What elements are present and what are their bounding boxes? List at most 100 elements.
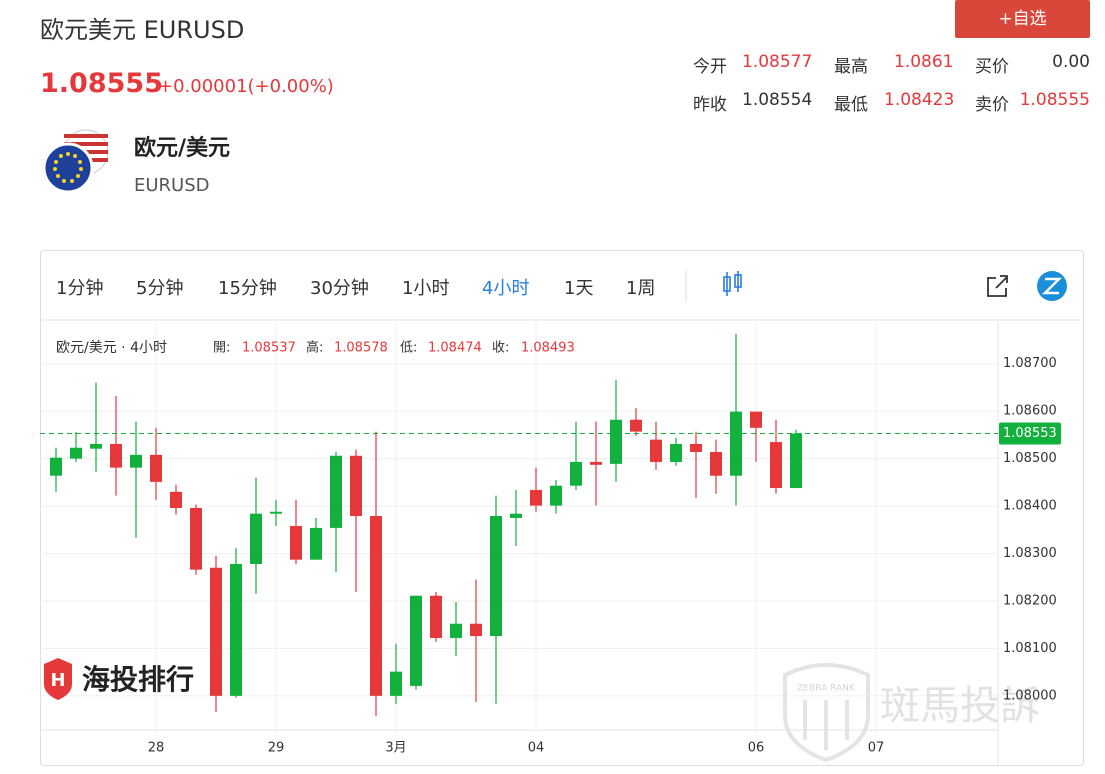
candle-body [690,443,702,452]
chart-type-icon[interactable] [723,271,742,296]
candle-body [750,411,762,428]
legend-label: 高: [306,340,323,356]
add-watchlist-button[interactable]: +自选 [955,0,1090,38]
watermark-left: H [44,658,72,700]
legend-label: 開: [213,341,230,356]
candle-body [170,491,182,508]
quote-value: 1.08577 [742,52,813,72]
candle-body [650,439,662,462]
interval-tab[interactable]: 4小时 [482,278,530,299]
legend-value: 1.08578 [334,341,388,356]
interval-tab[interactable]: 15分钟 [218,278,277,299]
candle-body [90,443,102,449]
chart-panel [40,250,1084,766]
y-tick-label: 1.08200 [1003,593,1057,608]
legend-label: 收: [492,341,509,356]
chart-title: 欧元/美元 · 4小时 [56,340,167,356]
popout-icon[interactable] [987,275,1008,297]
candle-body [510,513,522,518]
price-change: +0.00001(+0.00%) [158,76,334,97]
y-tick-label: 1.08500 [1003,451,1057,466]
interval-tab[interactable]: 1小时 [402,278,450,299]
interval-tab[interactable]: 30分钟 [310,278,369,299]
quote-label: 卖价 [975,95,1009,115]
quote-value: 1.0861 [894,52,954,72]
candle-body [190,507,202,570]
last-price-tag [999,422,1061,445]
interval-tab[interactable]: 5分钟 [136,278,184,299]
interval-tab[interactable]: 1天 [564,278,594,299]
legend-value: 1.08493 [521,341,575,356]
candle-body [410,595,422,686]
candle-body [210,567,222,696]
candle-body [370,516,382,696]
candle-body [790,433,802,489]
candle-body [710,451,722,476]
instrument-name: 欧元/美元 [134,136,231,161]
x-tick-label: 28 [148,741,165,756]
candle-body [70,447,82,459]
candle-body [230,563,242,696]
candle-body [610,419,622,464]
quote-label: 最高 [834,57,868,77]
candle-body [430,595,442,638]
legend-label: 低: [400,341,417,356]
quote-value: 0.00 [1052,52,1090,72]
svg-text:H: H [50,670,65,691]
candles [50,333,802,716]
candle-body [250,513,262,564]
y-tick-label: 1.08000 [1003,688,1057,703]
candle-body [570,461,582,486]
interval-tab[interactable]: 1分钟 [56,278,104,299]
quote-value: 1.08555 [1019,90,1090,110]
legend-value: 1.08474 [428,341,482,356]
y-tick-label: 1.08600 [1003,404,1057,419]
x-tick-label: 29 [268,741,285,756]
watermark-text: 海投排行 [82,663,194,696]
candle-body [390,671,402,696]
candle-body [730,411,742,476]
candle-body [550,485,562,506]
currency-flags [42,129,109,194]
candle-body [130,454,142,468]
candle-body [290,526,302,560]
y-tick-label: 1.08300 [1003,546,1057,561]
candle-body [470,623,482,637]
candle-body [590,461,602,465]
instrument-code: EURUSD [134,175,210,196]
candle-body [490,516,502,637]
interval-tab[interactable]: 1周 [626,278,656,299]
candle-body [110,443,122,468]
quote-value: 1.08554 [742,90,813,110]
candle-body [270,511,282,514]
x-tick-label: 04 [528,741,545,756]
quote-value: 1.08423 [884,90,955,110]
candle-body [770,442,782,489]
candle-body [670,443,682,462]
quote-label: 买价 [975,57,1009,77]
candle-body [450,623,462,638]
watermark-text: 斑馬投訴 [880,683,1040,729]
quote-label: 今开 [693,57,727,77]
y-tick-label: 1.08100 [1003,641,1057,656]
last-price-label: 1.08553 [1003,426,1057,441]
x-tick-label: 3月 [385,741,406,756]
brand-icon[interactable] [1037,271,1067,301]
legend-value: 1.08537 [242,341,296,356]
price: 1.08555 [40,68,163,99]
candle-body [530,489,542,506]
x-tick-label: 07 [868,741,885,756]
candle-body [310,527,322,560]
y-tick-label: 1.08700 [1003,356,1057,371]
candle-body [330,455,342,528]
quote-label: 最低 [834,95,868,115]
candle-body [630,419,642,432]
watermark-badge-text: ZEBRA RANK [797,684,856,694]
y-tick-label: 1.08400 [1003,499,1057,514]
x-tick-label: 06 [748,741,765,756]
page-title: 欧元美元 EURUSD [40,16,245,44]
candle-body [150,454,162,482]
candle-body [350,455,362,517]
